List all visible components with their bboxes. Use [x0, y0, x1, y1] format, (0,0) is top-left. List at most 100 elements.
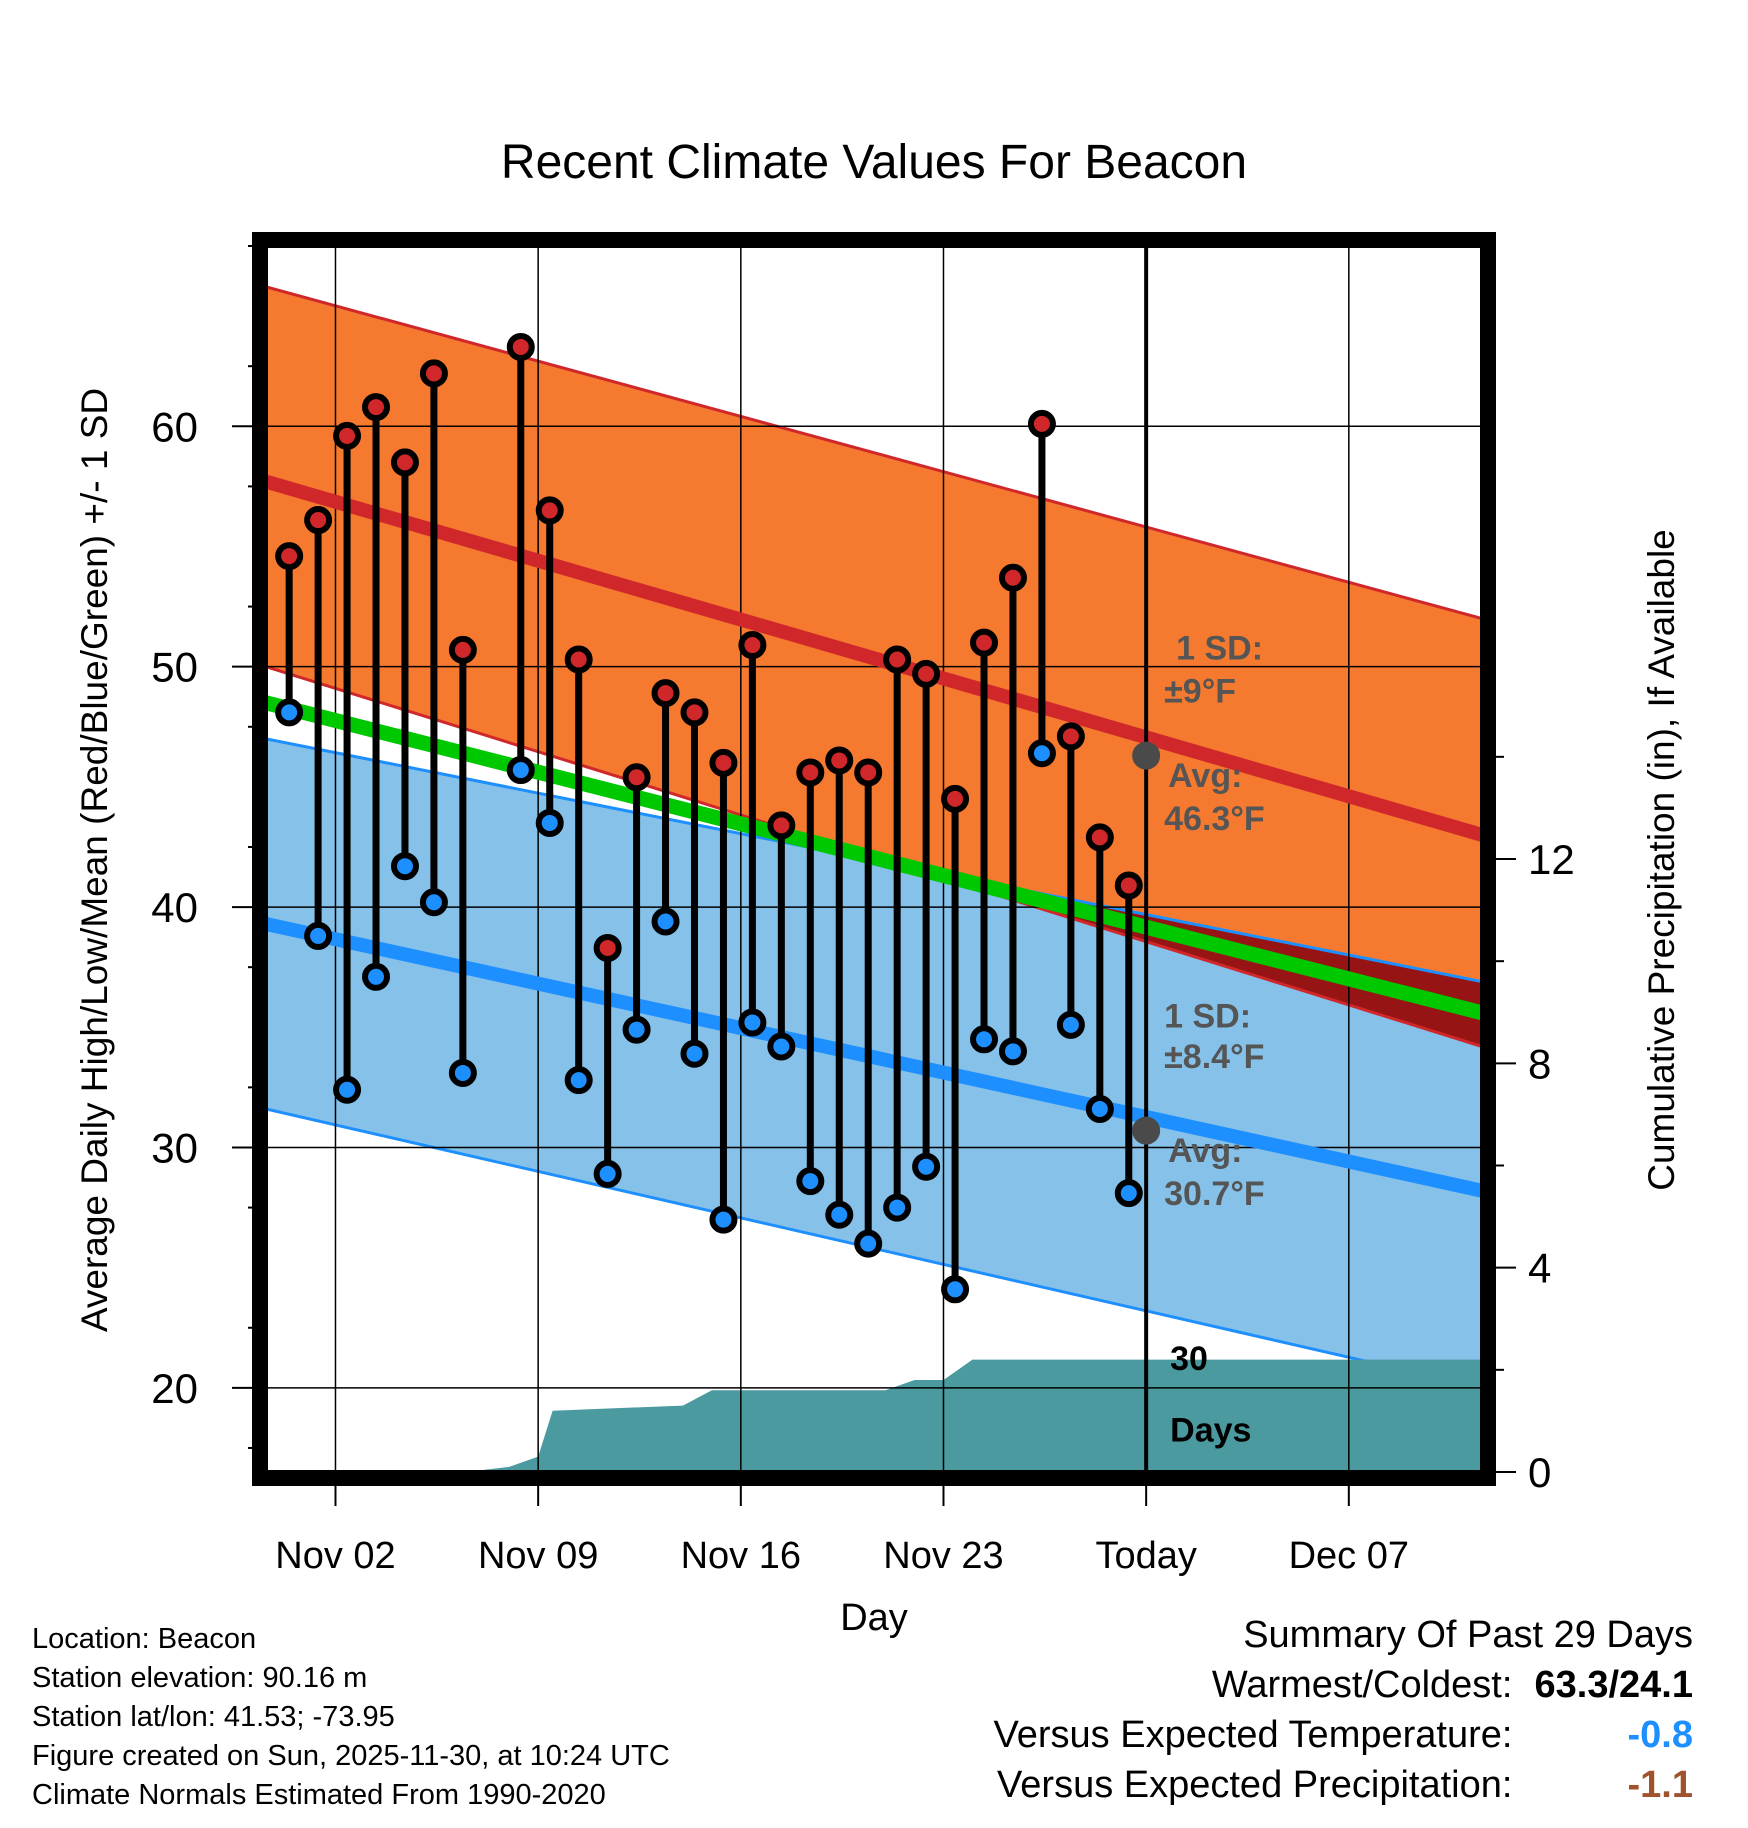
- high-point: [448, 635, 477, 664]
- low-point: [275, 698, 304, 727]
- low-point: [1085, 1095, 1114, 1124]
- y-tick-label: 60: [151, 403, 198, 450]
- x-tick-label: Nov 23: [883, 1535, 1003, 1577]
- low-sd-value: ±8.4°F: [1164, 1038, 1264, 1076]
- low-point: [998, 1037, 1027, 1066]
- high-point: [419, 359, 448, 388]
- summary-panel: Summary Of Past 29 Days Warmest/Coldest:…: [994, 1610, 1693, 1810]
- high-point: [304, 506, 333, 535]
- high-point: [912, 659, 941, 688]
- low-point: [304, 921, 333, 950]
- low-point: [854, 1229, 883, 1258]
- summary-warm-cold: Warmest/Coldest: 63.3/24.1: [994, 1660, 1693, 1710]
- high-point: [333, 421, 362, 450]
- high-point: [506, 332, 535, 361]
- low-point: [738, 1008, 767, 1037]
- low-sd-label: 1 SD:: [1164, 997, 1251, 1035]
- high-point: [941, 784, 970, 813]
- low-point: [651, 907, 680, 936]
- low-point: [941, 1275, 970, 1304]
- high-point: [767, 811, 796, 840]
- station-info: Location: Beacon Station elevation: 90.1…: [32, 1620, 670, 1815]
- elevation-text: Station elevation: 90.16 m: [32, 1662, 368, 1694]
- y-tick-label: 50: [151, 644, 198, 691]
- precip-label: Versus Expected Precipitation:: [997, 1764, 1513, 1806]
- high-point: [970, 628, 999, 657]
- low-point: [1056, 1010, 1085, 1039]
- high-point: [709, 748, 738, 777]
- high-point: [390, 448, 419, 477]
- high-avg-label: Avg:: [1168, 757, 1242, 795]
- latlon-text: Station lat/lon: 41.53; -73.95: [32, 1701, 395, 1733]
- normals-text: Climate Normals Estimated From 1990-2020: [32, 1779, 606, 1811]
- normal-high-line: [266, 474, 1482, 842]
- x-tick-label: Today: [1095, 1535, 1196, 1577]
- high-point: [680, 698, 709, 727]
- precipitation-area: [266, 1359, 1482, 1472]
- y2-tick-label: 4: [1528, 1245, 1551, 1292]
- high-point: [825, 746, 854, 775]
- high-point: [738, 631, 767, 660]
- today-low-avg-marker: [1132, 1116, 1161, 1145]
- low-point: [709, 1205, 738, 1234]
- high-avg-value: 46.3°F: [1164, 800, 1265, 838]
- x-tick-label: Nov 16: [681, 1535, 801, 1577]
- summary-precip: Versus Expected Precipitation: -1.1: [994, 1760, 1693, 1810]
- low-point: [825, 1200, 854, 1229]
- precip-days-unit: Days: [1170, 1411, 1251, 1449]
- high-point: [1114, 871, 1143, 900]
- high-point: [1056, 722, 1085, 751]
- high-point: [998, 563, 1027, 592]
- low-point: [1114, 1179, 1143, 1208]
- low-point: [680, 1039, 709, 1068]
- y-tick-label: 30: [151, 1124, 198, 1171]
- high-point: [854, 758, 883, 787]
- location-text: Location: Beacon: [32, 1623, 257, 1655]
- plot-frame: [252, 232, 1496, 1486]
- warm-cold-label: Warmest/Coldest:: [1211, 1664, 1513, 1706]
- high-point: [275, 542, 304, 571]
- created-text: Figure created on Sun, 2025-11-30, at 10…: [32, 1740, 670, 1772]
- temp-label: Versus Expected Temperature:: [993, 1714, 1513, 1756]
- high-point: [593, 933, 622, 962]
- high-point: [362, 393, 391, 422]
- x-tick-label: Nov 02: [275, 1535, 395, 1577]
- y2-tick-label: 12: [1528, 836, 1575, 883]
- chart-title: Recent Climate Values For Beacon: [501, 136, 1247, 189]
- normal-low-line: [266, 917, 1482, 1198]
- low-point: [419, 888, 448, 917]
- x-tick-label: Dec 07: [1289, 1535, 1409, 1577]
- y2-axis-label: Cumulative Precipitation (in), If Availa…: [1641, 529, 1682, 1191]
- high-point: [796, 758, 825, 787]
- summary-title: Summary Of Past 29 Days: [1243, 1614, 1693, 1656]
- high-point: [651, 679, 680, 708]
- high-point: [564, 645, 593, 674]
- x-axis-label: Day: [840, 1597, 908, 1639]
- low-point: [564, 1066, 593, 1095]
- low-point: [535, 808, 564, 837]
- high-point: [883, 645, 912, 674]
- low-point: [912, 1152, 941, 1181]
- low-point: [1027, 739, 1056, 768]
- temp-value: -0.8: [1627, 1714, 1693, 1756]
- low-point: [448, 1058, 477, 1087]
- warm-cold-value: 63.3/24.1: [1534, 1664, 1693, 1706]
- low-point: [506, 756, 535, 785]
- precip-value: -1.1: [1627, 1764, 1693, 1806]
- y-tick-label: 40: [151, 884, 198, 931]
- low-point: [767, 1032, 796, 1061]
- low-point: [796, 1167, 825, 1196]
- high-sd-value: ±9°F: [1164, 673, 1236, 711]
- precip-days-label: 30: [1170, 1340, 1208, 1378]
- y2-tick-label: 8: [1528, 1040, 1551, 1087]
- low-point: [883, 1193, 912, 1222]
- low-avg-value: 30.7°F: [1164, 1175, 1265, 1213]
- low-avg-label: Avg:: [1168, 1132, 1242, 1170]
- high-sd-label: 1 SD:: [1176, 629, 1263, 667]
- normal-mean-line: [266, 695, 1482, 1021]
- high-point: [1027, 409, 1056, 438]
- high-point: [622, 763, 651, 792]
